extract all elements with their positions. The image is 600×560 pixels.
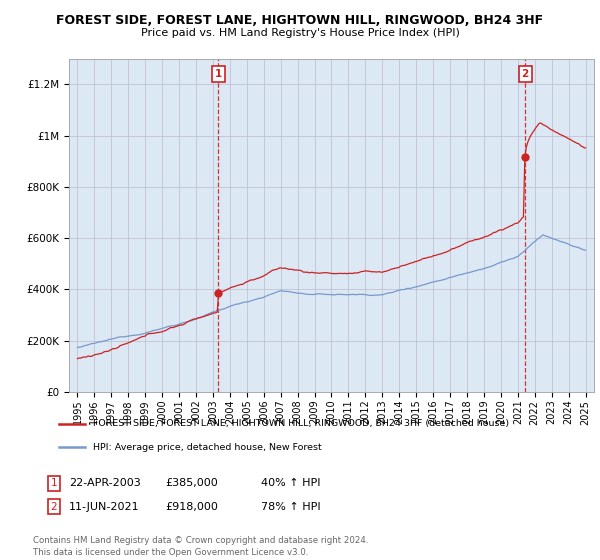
Text: FOREST SIDE, FOREST LANE, HIGHTOWN HILL, RINGWOOD, BH24 3HF (detached house): FOREST SIDE, FOREST LANE, HIGHTOWN HILL,… <box>93 419 509 428</box>
Text: 1: 1 <box>215 69 222 79</box>
Text: £385,000: £385,000 <box>165 478 218 488</box>
Text: 22-APR-2003: 22-APR-2003 <box>69 478 141 488</box>
Text: HPI: Average price, detached house, New Forest: HPI: Average price, detached house, New … <box>93 442 322 451</box>
Text: Price paid vs. HM Land Registry's House Price Index (HPI): Price paid vs. HM Land Registry's House … <box>140 28 460 38</box>
Text: 78% ↑ HPI: 78% ↑ HPI <box>261 502 320 512</box>
Text: FOREST SIDE, FOREST LANE, HIGHTOWN HILL, RINGWOOD, BH24 3HF: FOREST SIDE, FOREST LANE, HIGHTOWN HILL,… <box>56 14 544 27</box>
Text: 2: 2 <box>50 502 58 512</box>
Text: 11-JUN-2021: 11-JUN-2021 <box>69 502 140 512</box>
Text: £918,000: £918,000 <box>165 502 218 512</box>
Text: 2: 2 <box>521 69 529 79</box>
Text: Contains HM Land Registry data © Crown copyright and database right 2024.
This d: Contains HM Land Registry data © Crown c… <box>33 536 368 557</box>
Text: 40% ↑ HPI: 40% ↑ HPI <box>261 478 320 488</box>
Text: 1: 1 <box>50 478 58 488</box>
